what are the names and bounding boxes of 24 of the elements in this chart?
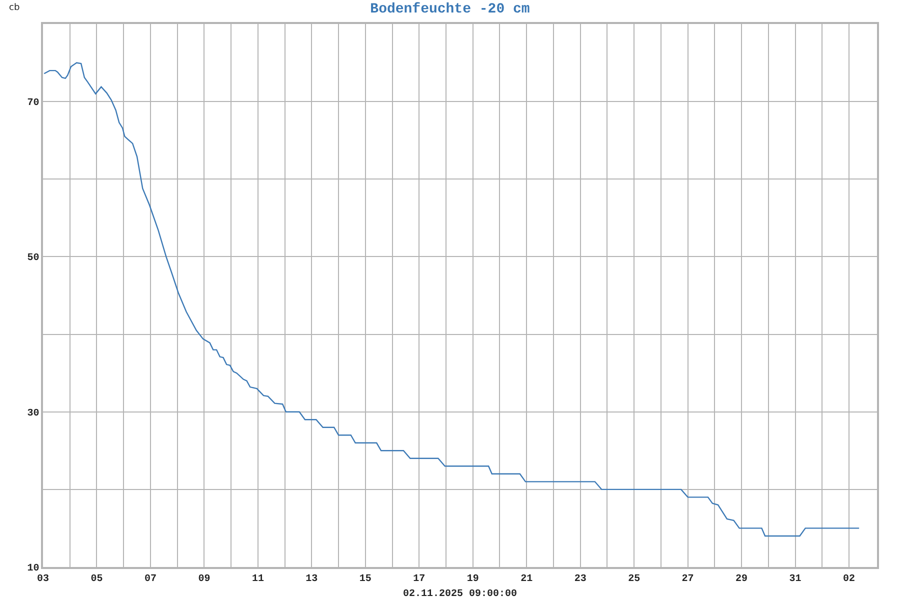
x-tick-label: 09 — [198, 574, 210, 585]
text: 02.11.2025 09:00:00 — [403, 589, 518, 600]
y-tick-label: 10 — [27, 564, 40, 574]
y-tick-label: 50 — [27, 253, 40, 264]
chart-title: Bodenfeuchte -20 cm — [370, 2, 530, 18]
x-tick-label: 17 — [413, 574, 426, 585]
y-tick-label: 70 — [27, 98, 40, 110]
x-tick-label: 02 — [843, 574, 856, 585]
x-tick-label: 27 — [682, 574, 694, 585]
x-tick-label: 23 — [574, 574, 586, 585]
y-axis-title: cb — [9, 3, 20, 13]
x-tick-label: 19 — [466, 574, 479, 585]
y-tick-label: 30 — [27, 408, 40, 420]
x-tick-label: 13 — [306, 574, 318, 585]
line-series — [44, 62, 860, 537]
x-tick-label: 31 — [789, 574, 802, 585]
x-tick-label: 21 — [520, 574, 533, 585]
x-tick-label: 03 — [36, 574, 50, 585]
x-tick-label: 07 — [144, 574, 156, 585]
x-tick-label: 25 — [628, 574, 640, 585]
x-tick-label: 05 — [90, 574, 103, 585]
x-tick-label: 11 — [252, 574, 264, 585]
x-tick-label: 29 — [736, 574, 748, 585]
x-tick-label: 15 — [359, 574, 372, 585]
